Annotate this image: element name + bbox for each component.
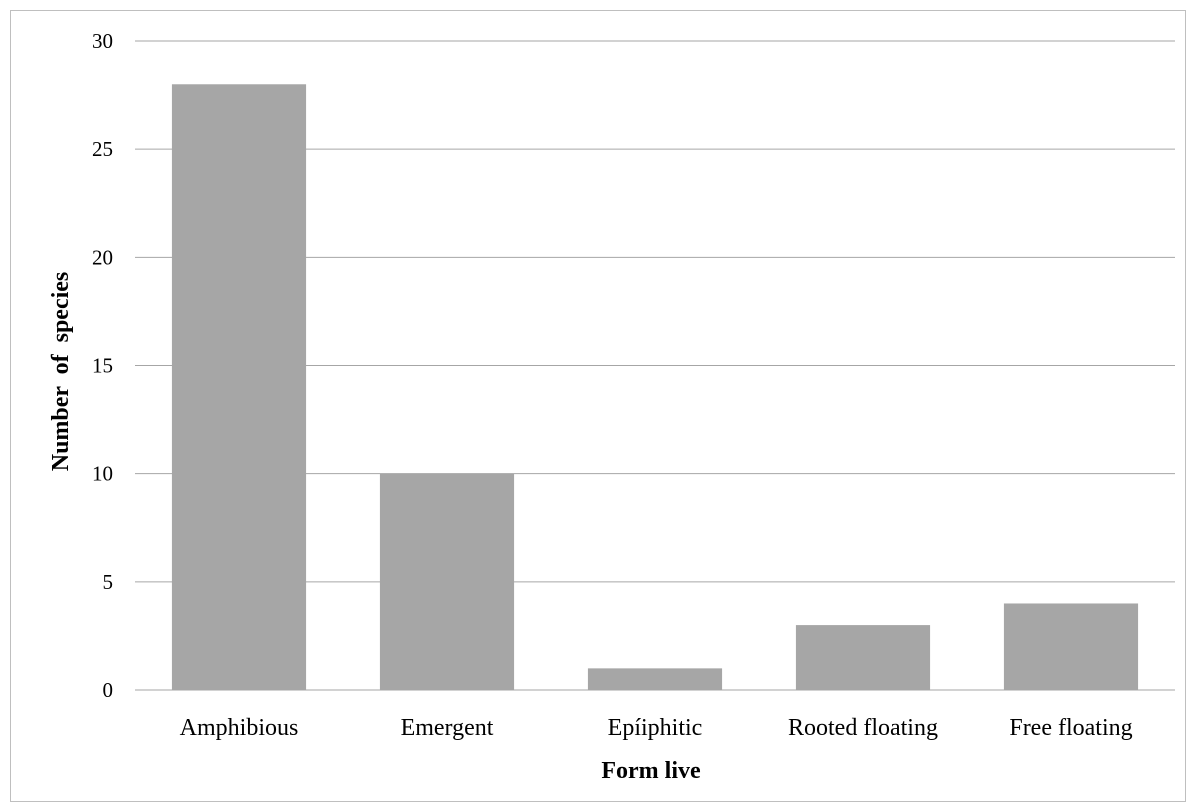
gridlines <box>135 40 1175 583</box>
bars <box>171 84 1139 691</box>
y-tick-label-25: 25 <box>92 137 113 161</box>
y-axis-label: Number of species <box>48 272 74 472</box>
y-tick-label-20: 20 <box>92 245 113 269</box>
bar-emergent <box>379 473 515 690</box>
y-tick-label-15: 15 <box>92 354 113 378</box>
x-tick-label-rooted-floating: Rooted floating <box>788 715 938 741</box>
bar-ep-iphitic <box>587 668 723 690</box>
x-tick-label-ep-iphitic: Epíiphitic <box>608 715 703 741</box>
x-tick-label-emergent: Emergent <box>401 715 494 741</box>
y-tick-label-5: 5 <box>103 570 114 594</box>
x-tick-labels: Amphibious Emergent Epíiphitic Rooted float… <box>180 715 1133 741</box>
y-tick-label-10: 10 <box>92 462 113 486</box>
bar-rooted-floating <box>795 625 931 690</box>
x-tick-label-amphibious: Amphibious <box>180 715 299 741</box>
y-tick-label-30: 30 <box>92 29 113 53</box>
y-tick-labels: 0 5 10 15 20 25 30 <box>92 29 113 702</box>
x-tick-label-free-floating: Free floating <box>1009 715 1132 741</box>
bar-amphibious <box>171 84 307 691</box>
y-tick-label-0: 0 <box>103 678 114 702</box>
bar-free-floating <box>1003 603 1139 690</box>
x-axis-label: Form live <box>601 758 701 784</box>
